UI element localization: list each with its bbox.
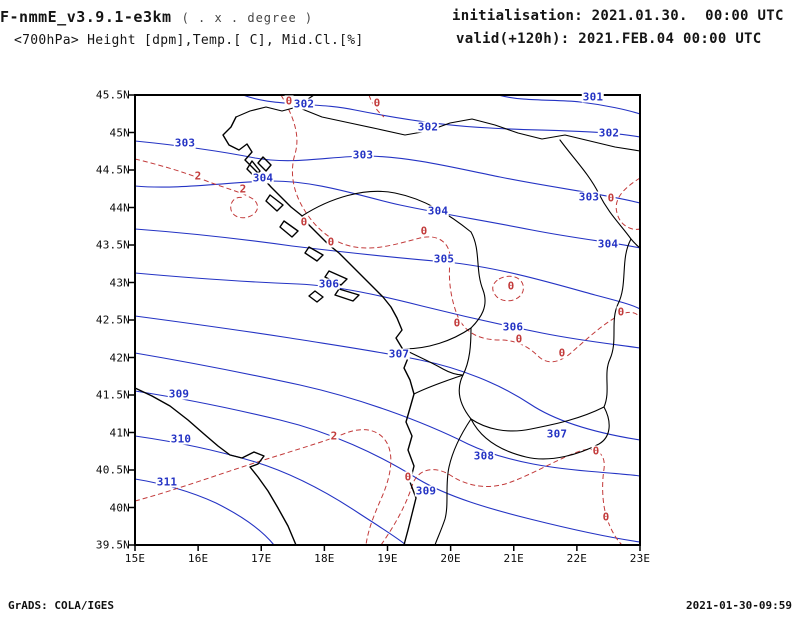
border-montenegro <box>402 348 464 376</box>
temp-contour-0-south <box>380 449 623 546</box>
height-contours <box>134 94 641 546</box>
border-macedonia-greece <box>470 406 610 460</box>
temp-contour-0-cell <box>492 275 524 302</box>
height-contour-304 <box>134 180 641 249</box>
grads-credit: GrADS: COLA/IGES <box>8 599 114 612</box>
border-serbia-romania <box>559 139 641 249</box>
balkan-coastline <box>222 116 417 546</box>
initialisation-time: initialisation: 2021.01.30. 00:00 UTC <box>452 8 784 24</box>
temp-contours <box>134 94 641 546</box>
border-serbia-bulgaria <box>603 238 632 408</box>
valid-time: valid(+120h): 2021.FEB.04 00:00 UTC <box>456 31 762 47</box>
border-serbia-macedonia <box>470 406 605 432</box>
coastlines <box>134 116 417 546</box>
height-contour-306 <box>134 272 641 349</box>
temp-contour-0-right <box>615 177 641 230</box>
model-title-text: F-nmmE_v3.9.1-e3km <box>0 8 172 26</box>
height-contour-305 <box>134 228 641 310</box>
axis-ticks <box>129 94 641 551</box>
height-contour-308 <box>134 352 641 477</box>
border-bosnia-serbia <box>470 231 486 329</box>
border-north <box>296 106 641 152</box>
border-bosnia-montenegro <box>402 327 472 350</box>
border-slovenia <box>235 94 315 118</box>
height-contour-309 <box>134 390 641 543</box>
temp-contour-0-main <box>280 94 641 363</box>
model-resolution-note: ( . x . degree ) <box>181 11 314 25</box>
model-title: F-nmmE_v3.9.1-e3km ( . x . degree ) <box>0 8 313 26</box>
field-title: <700hPa> Height [dpm],Temp.[ C], Mid.Cl.… <box>14 33 364 48</box>
height-contour-303 <box>134 140 641 204</box>
creation-timestamp: 2021-01-30-09:59 <box>686 599 792 612</box>
map-frame <box>134 94 641 546</box>
height-contour-311 <box>134 478 275 546</box>
border-croatia-bosnia <box>301 190 472 233</box>
height-contour-302 <box>242 94 641 138</box>
temp-contour-2-upper <box>134 158 259 219</box>
height-contour-310 <box>134 435 407 546</box>
border-albania-greece <box>434 418 472 546</box>
height-contour-307 <box>134 315 641 441</box>
temp-contour-0-top <box>368 94 385 118</box>
italy-coastline <box>134 387 297 546</box>
height-contour-301 <box>497 94 641 115</box>
border-albania-north <box>413 374 464 395</box>
